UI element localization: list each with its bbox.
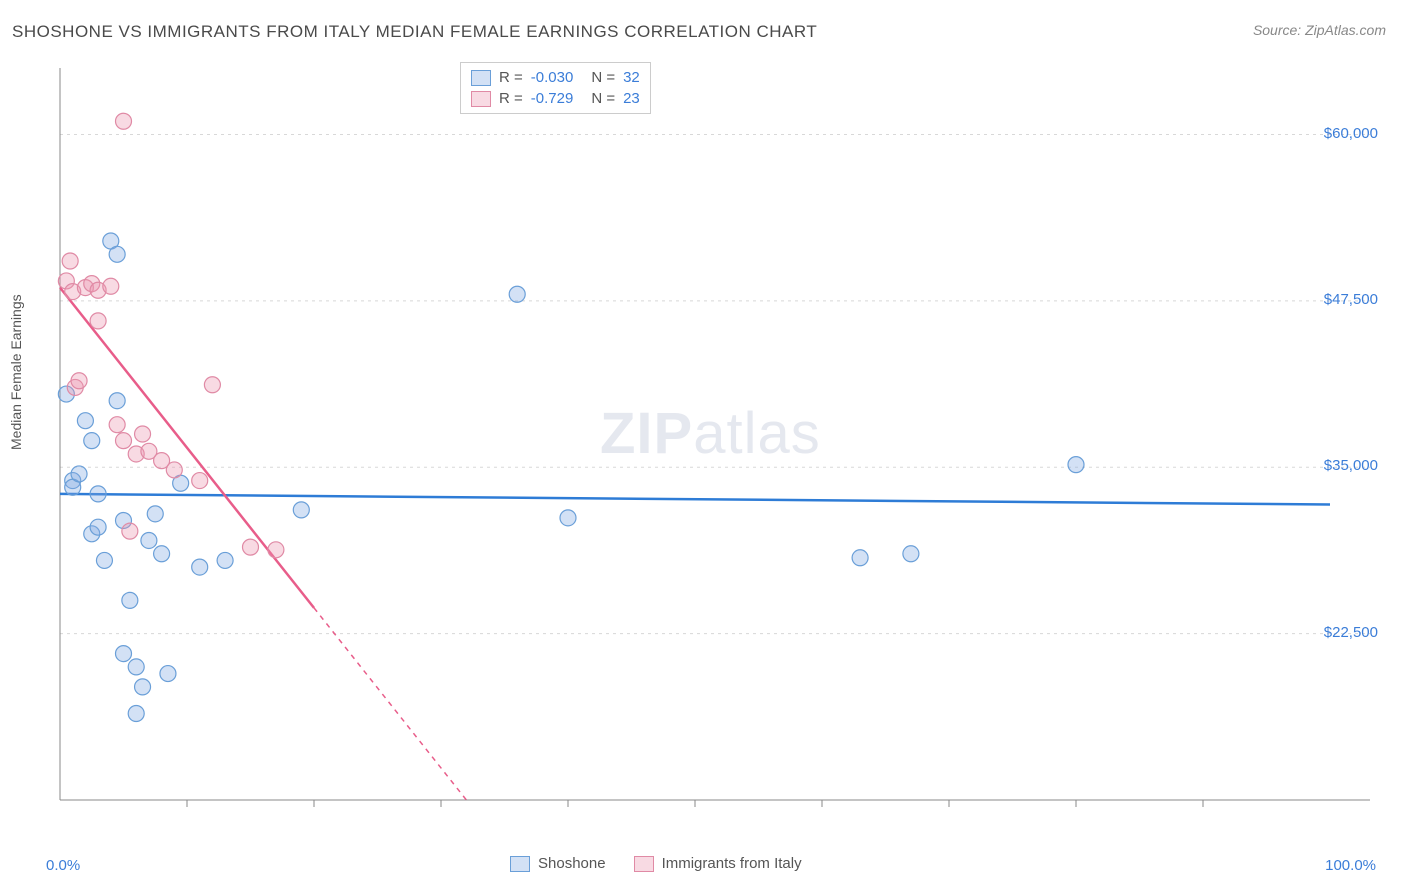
y-tick-label: $60,000 xyxy=(1324,125,1378,142)
legend-series: Shoshone Immigrants from Italy xyxy=(510,855,802,872)
legend-swatch-italy xyxy=(634,856,654,872)
legend-n-label: N = xyxy=(591,69,615,86)
legend-r-value-1: -0.030 xyxy=(531,69,574,86)
legend-swatch-shoshone xyxy=(510,856,530,872)
legend-label-italy: Immigrants from Italy xyxy=(662,855,802,872)
legend-r-label: R = xyxy=(499,90,523,107)
source-label: Source: ZipAtlas.com xyxy=(1253,22,1386,38)
x-tick-left: 0.0% xyxy=(46,857,80,874)
legend-stats-row-2: R = -0.729 N = 23 xyxy=(471,88,640,109)
legend-stats-row-1: R = -0.030 N = 32 xyxy=(471,67,640,88)
legend-n-label: N = xyxy=(591,90,615,107)
legend-n-value-1: 32 xyxy=(623,69,640,86)
legend-swatch-shoshone xyxy=(471,70,491,86)
x-tick-right: 100.0% xyxy=(1325,857,1376,874)
y-tick-label: $22,500 xyxy=(1324,624,1378,641)
scatter-chart xyxy=(50,60,1380,830)
legend-r-value-2: -0.729 xyxy=(531,90,574,107)
y-tick-label: $47,500 xyxy=(1324,291,1378,308)
y-axis-label: Median Female Earnings xyxy=(8,294,24,450)
y-tick-label: $35,000 xyxy=(1324,457,1378,474)
legend-swatch-italy xyxy=(471,91,491,107)
chart-container: SHOSHONE VS IMMIGRANTS FROM ITALY MEDIAN… xyxy=(0,0,1406,892)
legend-stats: R = -0.030 N = 32 R = -0.729 N = 23 xyxy=(460,62,651,114)
legend-label-shoshone: Shoshone xyxy=(538,855,606,872)
legend-r-label: R = xyxy=(499,69,523,86)
chart-title: SHOSHONE VS IMMIGRANTS FROM ITALY MEDIAN… xyxy=(12,22,817,42)
legend-n-value-2: 23 xyxy=(623,90,640,107)
